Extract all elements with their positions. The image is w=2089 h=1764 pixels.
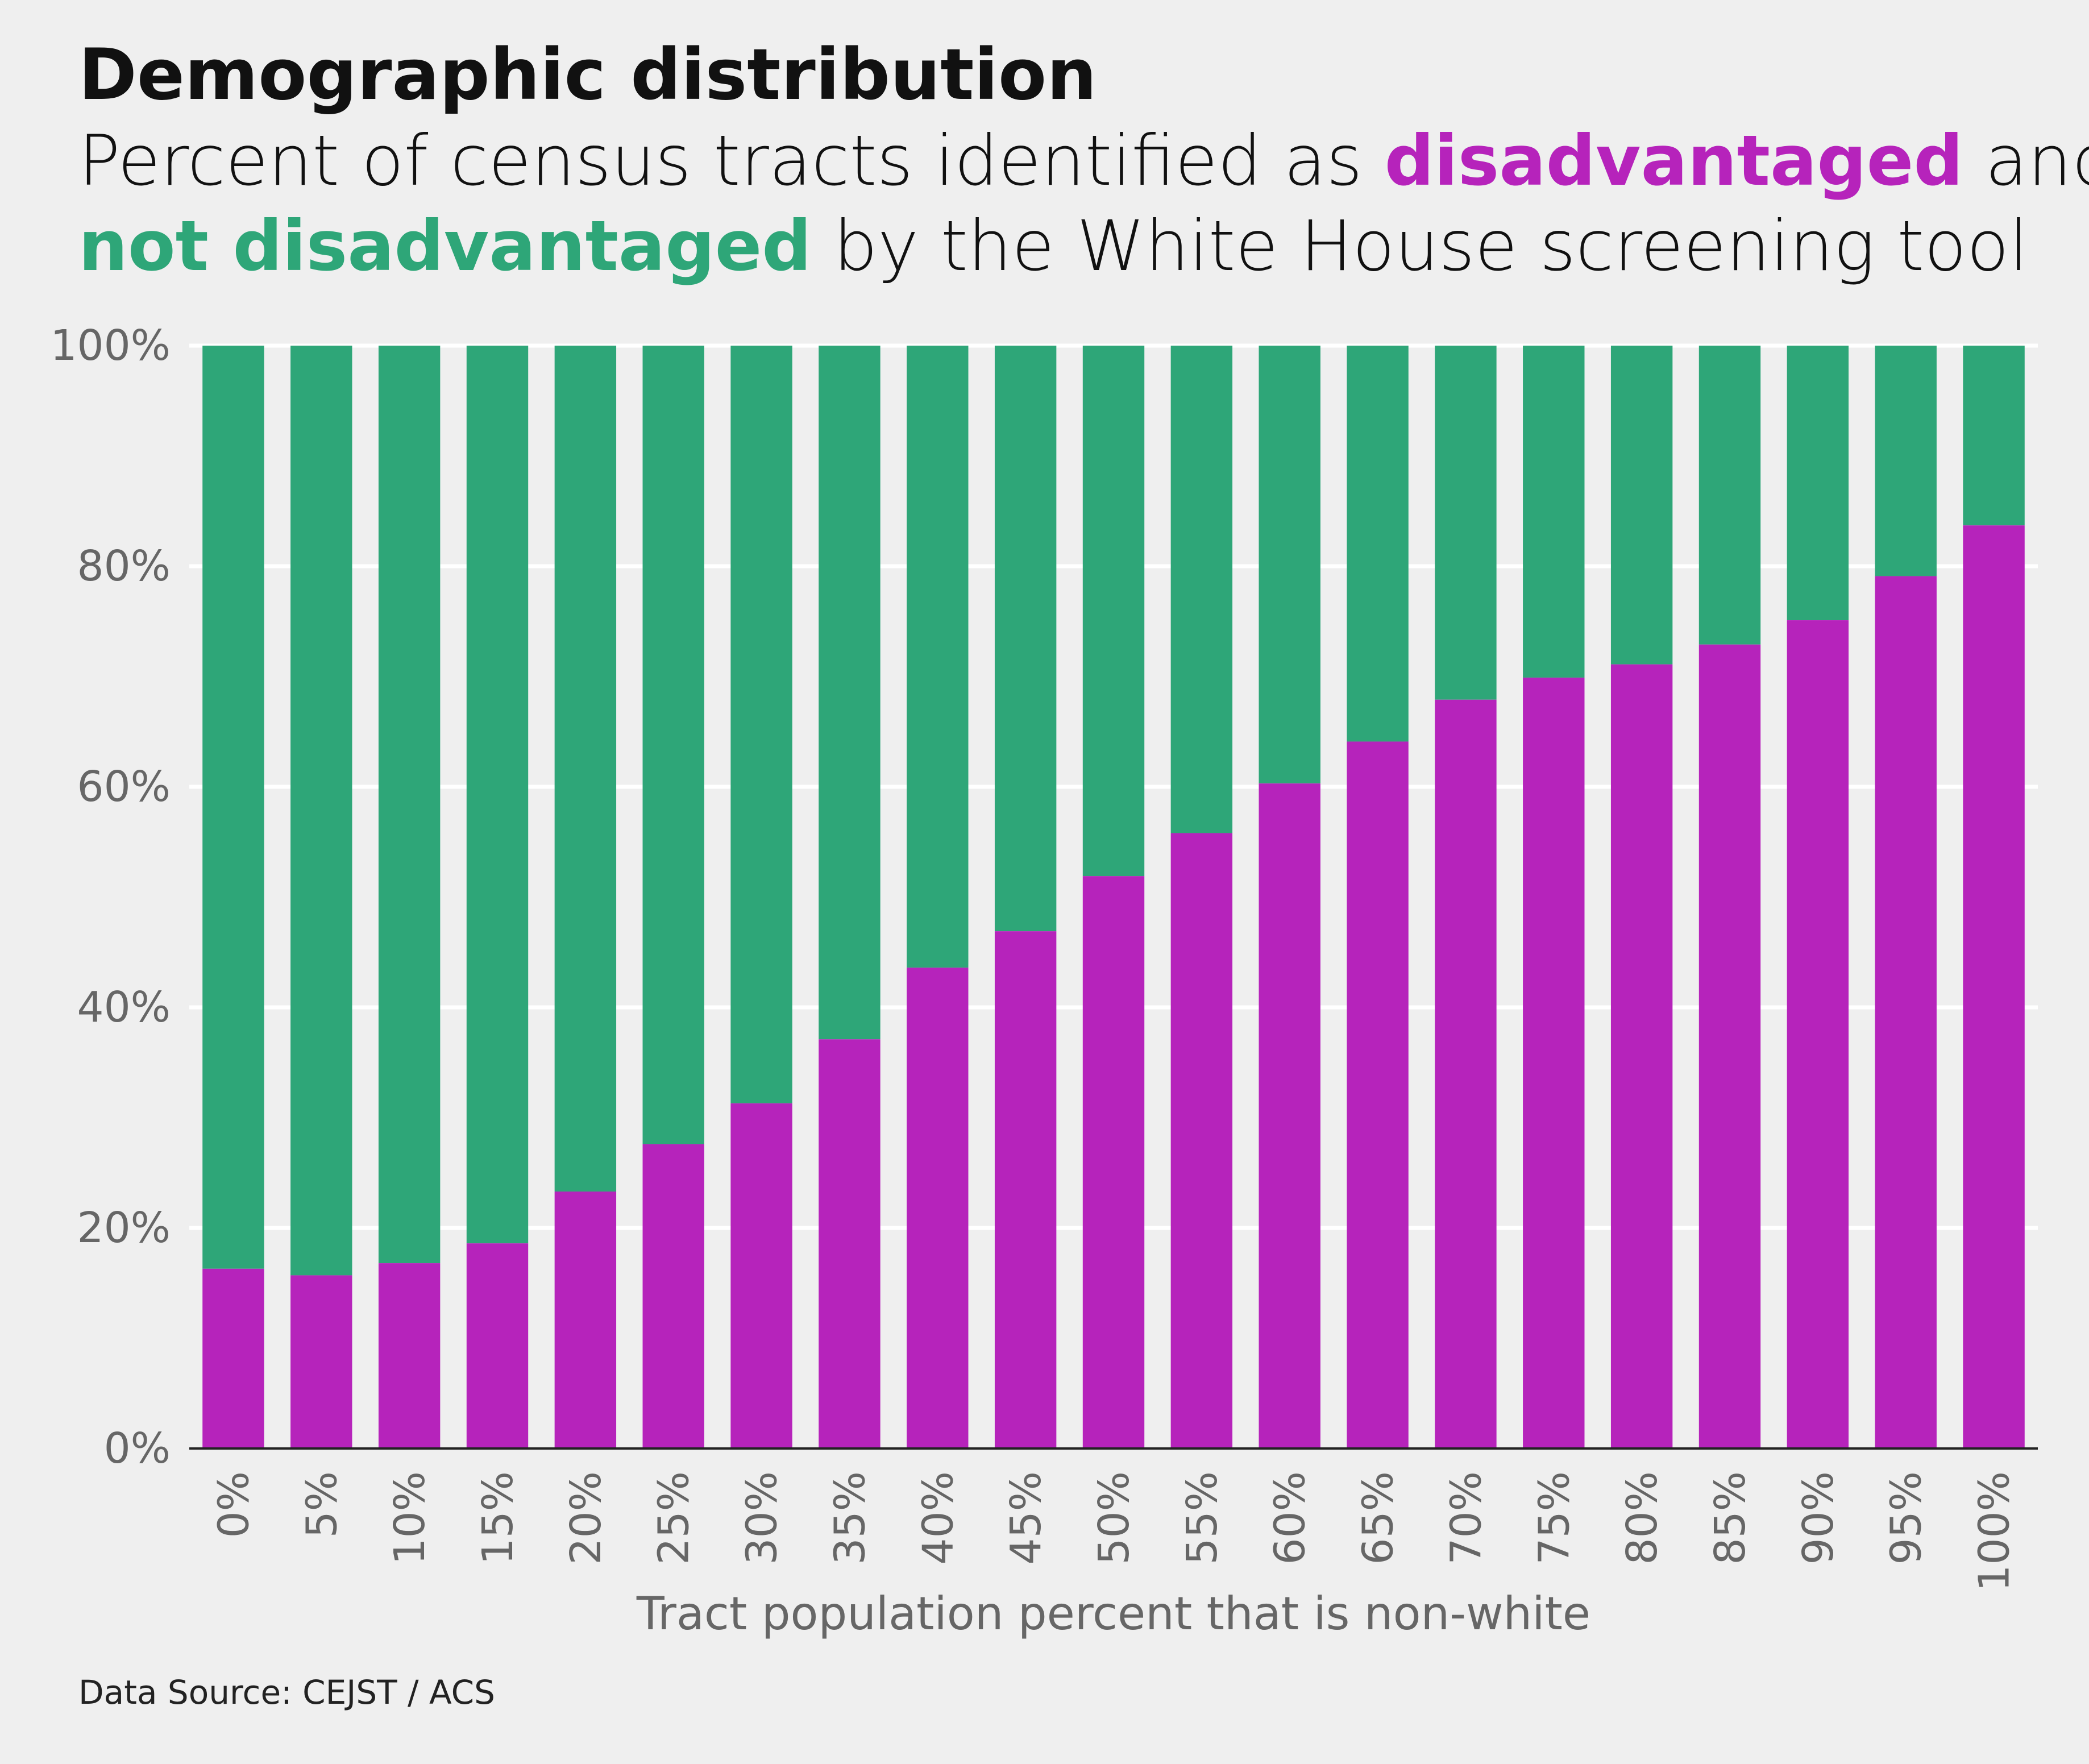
x-axis-ticks: 0% 5% 10% 15% 20% 25% 30% 35% 40% 45% 50% 55% 60% 65%… bbox=[209, 1471, 2019, 1592]
x-tick-label: 65% bbox=[1354, 1471, 1403, 1564]
data-source: Data Source: CEJST / ACS bbox=[78, 1673, 495, 1712]
x-tick-label: 55% bbox=[1178, 1471, 1227, 1564]
chart-title: Demographic distribution bbox=[78, 34, 1097, 116]
bar-disadvantaged bbox=[1170, 833, 1233, 1448]
bar-not-disadvantaged bbox=[907, 346, 969, 968]
bar-not-disadvantaged bbox=[554, 346, 617, 1192]
bar-not-disadvantaged bbox=[202, 346, 264, 1269]
bar-not-disadvantaged bbox=[1698, 346, 1761, 645]
bar-disadvantaged bbox=[994, 931, 1057, 1448]
y-tick-label: 100% bbox=[50, 321, 171, 370]
bar-disadvantaged bbox=[202, 1268, 264, 1448]
bar-not-disadvantaged bbox=[994, 346, 1057, 932]
x-tick-label: 25% bbox=[650, 1471, 699, 1564]
bar-not-disadvantaged bbox=[290, 346, 352, 1276]
bar-disadvantaged bbox=[378, 1263, 441, 1448]
bar-disadvantaged bbox=[819, 1039, 881, 1448]
x-tick-label: 100% bbox=[1970, 1471, 2019, 1592]
y-tick-label: 60% bbox=[77, 762, 171, 811]
y-tick-label: 40% bbox=[77, 983, 171, 1032]
bar-disadvantaged bbox=[1347, 741, 1409, 1448]
x-tick-label: 90% bbox=[1794, 1471, 1843, 1564]
bar-disadvantaged bbox=[1787, 620, 1849, 1448]
y-tick-label: 0% bbox=[104, 1424, 171, 1473]
y-axis-ticks: 0% 20% 40% 60% 80% 100% bbox=[50, 321, 171, 1473]
bar-disadvantaged bbox=[1435, 699, 1497, 1448]
bar-not-disadvantaged bbox=[1963, 346, 2025, 526]
x-tick-label: 0% bbox=[209, 1471, 258, 1538]
bar-not-disadvantaged bbox=[1082, 346, 1145, 877]
x-tick-label: 85% bbox=[1706, 1471, 1755, 1564]
bar-disadvantaged bbox=[1082, 876, 1145, 1448]
bar-not-disadvantaged bbox=[1875, 346, 1937, 576]
bar-not-disadvantaged bbox=[1610, 346, 1673, 665]
bar-not-disadvantaged bbox=[1347, 346, 1409, 742]
bar-not-disadvantaged bbox=[1170, 346, 1233, 833]
legend-not-disadvantaged: not disadvantaged bbox=[78, 206, 812, 287]
bar-disadvantaged bbox=[1875, 576, 1937, 1449]
bar-not-disadvantaged bbox=[730, 346, 792, 1103]
bar-not-disadvantaged bbox=[1787, 346, 1849, 621]
bar-disadvantaged bbox=[290, 1275, 352, 1448]
bar-disadvantaged bbox=[642, 1144, 704, 1448]
bar-disadvantaged bbox=[1523, 677, 1585, 1448]
bar-disadvantaged bbox=[1259, 783, 1320, 1448]
bar-disadvantaged bbox=[1963, 525, 2025, 1448]
x-tick-label: 60% bbox=[1266, 1471, 1315, 1564]
bar-not-disadvantaged bbox=[1259, 346, 1320, 784]
x-tick-label: 95% bbox=[1882, 1471, 1931, 1564]
x-tick-label: 15% bbox=[474, 1471, 522, 1564]
bar-not-disadvantaged bbox=[466, 346, 529, 1244]
subtitle-and: and bbox=[1985, 121, 2089, 201]
subtitle-prefix: Percent of census tracts identified as bbox=[78, 121, 1385, 201]
bar-not-disadvantaged bbox=[642, 346, 704, 1144]
x-tick-label: 20% bbox=[562, 1471, 610, 1564]
bar-not-disadvantaged bbox=[1435, 346, 1497, 700]
x-tick-label: 35% bbox=[825, 1471, 874, 1564]
x-tick-label: 80% bbox=[1618, 1471, 1667, 1564]
x-tick-label: 40% bbox=[913, 1471, 962, 1564]
bar-not-disadvantaged bbox=[819, 346, 881, 1040]
x-tick-label: 30% bbox=[738, 1471, 787, 1564]
bar-not-disadvantaged bbox=[378, 346, 441, 1264]
bar-disadvantaged bbox=[730, 1103, 792, 1448]
y-tick-label: 80% bbox=[77, 542, 171, 591]
x-tick-label: 45% bbox=[1002, 1471, 1050, 1564]
x-tick-label: 5% bbox=[297, 1471, 346, 1538]
bar-disadvantaged bbox=[907, 968, 969, 1448]
x-tick-label: 10% bbox=[385, 1471, 434, 1564]
subtitle-suffix: by the White House screening tool bbox=[811, 206, 2029, 287]
x-axis-label: Tract population percent that is non-whi… bbox=[636, 1587, 1590, 1640]
y-tick-label: 20% bbox=[77, 1203, 171, 1252]
bars bbox=[202, 346, 2025, 1449]
bar-disadvantaged bbox=[554, 1191, 617, 1448]
x-tick-label: 70% bbox=[1442, 1471, 1490, 1564]
bar-not-disadvantaged bbox=[1523, 346, 1585, 678]
bar-disadvantaged bbox=[1610, 664, 1673, 1448]
subtitle-line-1: Percent of census tracts identified as d… bbox=[78, 121, 2089, 201]
bar-disadvantaged bbox=[1698, 644, 1761, 1448]
subtitle-line-2: not disadvantaged by the White House scr… bbox=[78, 206, 2028, 287]
legend-disadvantaged: disadvantaged bbox=[1384, 121, 1963, 201]
bar-disadvantaged bbox=[466, 1243, 529, 1448]
x-tick-label: 75% bbox=[1530, 1471, 1579, 1564]
x-tick-label: 50% bbox=[1090, 1471, 1139, 1564]
